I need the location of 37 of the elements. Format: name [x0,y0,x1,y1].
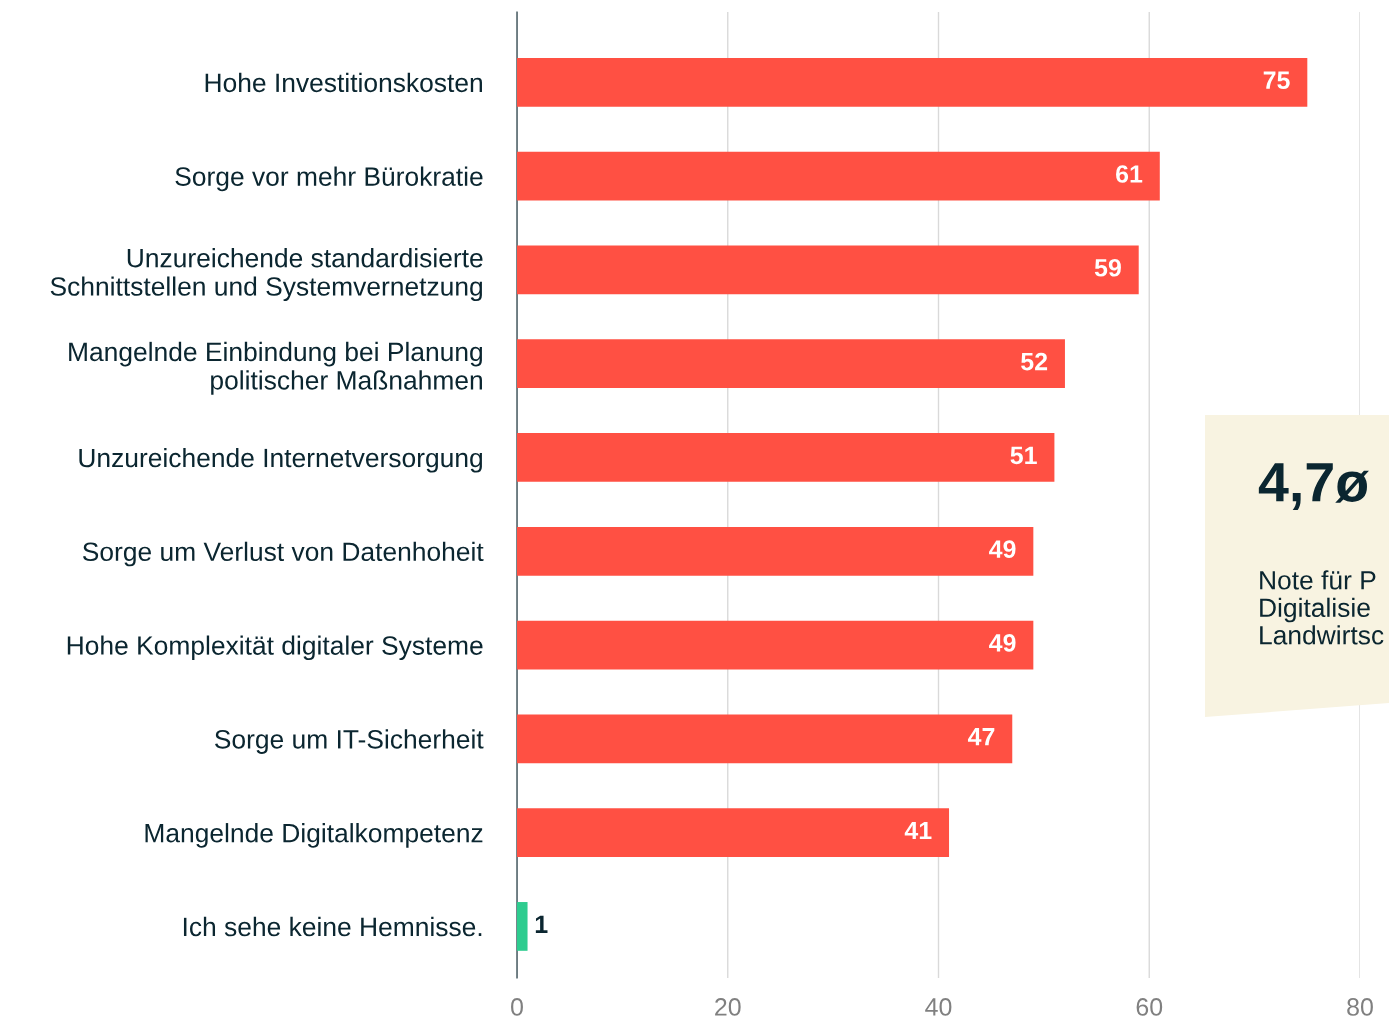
data-label: 47 [967,728,995,746]
bar [517,57,1308,107]
bar [517,433,1055,482]
y-tick-label: Mangelnde Einbindung bei Planung politischer Maßnahmen [69,341,482,395]
x-tick-label: 80 [1347,998,1373,1016]
data-label: 59 [1094,258,1121,277]
x-tick-label: 20 [715,998,741,1016]
y-tick-label: Unzureichende Internetversorgung [79,447,482,473]
y-tick-label: Sorge um Verlust von Datenhoheit [82,541,484,567]
bar [517,902,528,951]
y-tick-label: Hohe Investitionskosten [205,72,482,93]
data-label: 1 [535,915,548,933]
y-tick-label: Ich sehe keine Hemnisse. [183,916,482,937]
y-tick-label: Sorge um IT-Sicherheit [215,729,484,754]
bar [517,526,1034,576]
annotation: Note für P Digitalisie Landwirtsc [1260,570,1384,645]
y-tick-label: Sorge vor mehr Bürokratie [175,166,483,192]
data-label: 75 [1263,71,1290,90]
bar [517,151,1160,201]
data-label: 52 [1021,352,1048,371]
data-label: 51 [1010,446,1037,465]
annotation: 4,7ø [1258,463,1369,510]
x-tick-label: 60 [1136,998,1163,1016]
x-tick-label: 40 [925,998,952,1016]
y-tick-label: Mangelnde Digitalkompetenz [145,823,483,848]
data-label: 61 [1116,165,1143,183]
bar [517,620,1034,670]
y-tick-label: Hohe Komplexität digitaler Systeme [67,635,483,661]
y-tick-label: Unzureichende standardisierte Schnittstellen und Systemvernetzung [50,248,483,302]
x-tick-label: 0 [511,998,523,1016]
bar [517,339,1065,389]
bar [517,714,1013,764]
data-label: 49 [989,540,1016,558]
bar [517,245,1139,295]
data-label: 41 [904,821,932,840]
data-label: 49 [989,634,1016,652]
bar [517,808,950,858]
